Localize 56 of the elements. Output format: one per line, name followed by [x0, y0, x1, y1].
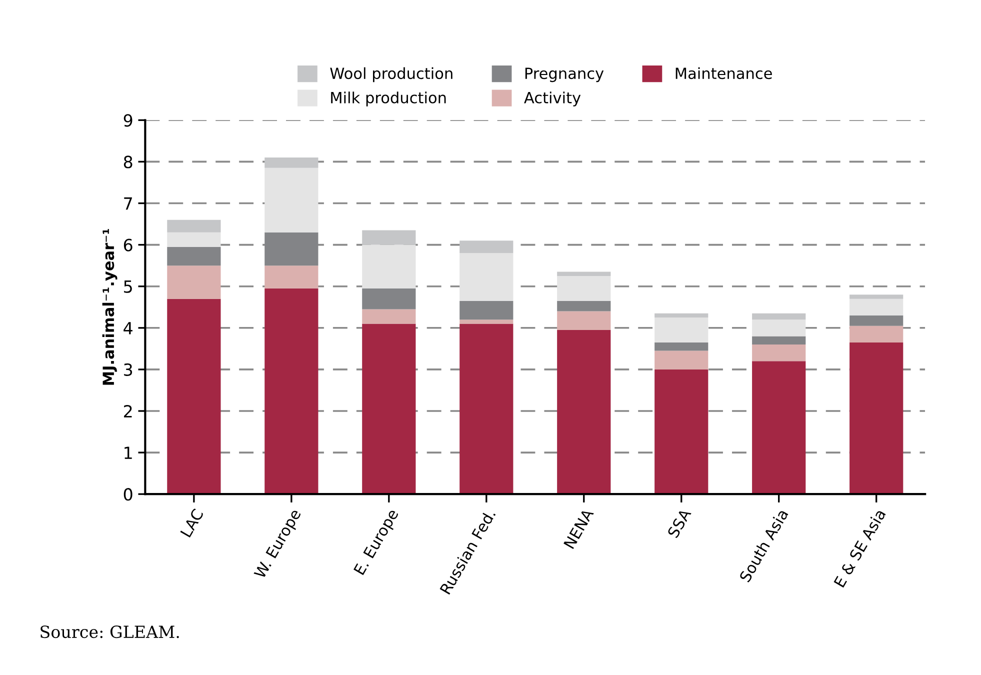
bar	[167, 220, 221, 232]
bar	[752, 344, 806, 362]
bar	[167, 266, 221, 299]
y-tick-label: 6	[124, 238, 132, 252]
bar	[850, 326, 904, 342]
bar	[362, 288, 416, 310]
bar	[654, 350, 708, 370]
bar	[850, 294, 904, 299]
bar	[654, 318, 708, 342]
bar	[460, 240, 514, 254]
bar	[654, 313, 708, 318]
bar	[752, 320, 806, 336]
y-tick-label: 8	[124, 156, 132, 168]
legend-label: Milk production	[331, 92, 446, 106]
bar	[557, 311, 611, 330]
y-tick-label: 5	[124, 280, 132, 293]
y-tick-label: 1	[124, 446, 132, 459]
bar	[850, 315, 904, 326]
y-tick-label: 2	[124, 404, 132, 418]
bar	[460, 253, 514, 301]
bar	[752, 336, 806, 345]
y-tick-label: 3	[124, 363, 132, 376]
legend-label: Maintenance	[676, 67, 772, 80]
bar	[557, 272, 611, 276]
bar	[460, 300, 514, 320]
y-tick-label: 4	[124, 322, 132, 334]
legend-label: Activity	[524, 92, 581, 106]
bar	[264, 158, 318, 168]
bar	[850, 298, 904, 316]
bar	[167, 298, 221, 494]
bar	[654, 342, 708, 351]
bar	[264, 288, 318, 494]
bar	[264, 168, 318, 232]
bar	[850, 342, 904, 494]
bar	[167, 232, 221, 247]
bar	[362, 324, 416, 494]
bar	[752, 313, 806, 320]
y-tick-label: 7	[124, 197, 132, 210]
bar	[752, 361, 806, 494]
bar	[557, 276, 611, 301]
bar	[362, 230, 416, 245]
legend-label: Pregnancy	[525, 68, 604, 82]
bar	[557, 300, 611, 312]
bar	[362, 244, 416, 288]
y-tick-label: 9	[124, 114, 132, 127]
bar	[460, 320, 514, 324]
source-note: Source: GLEAM.	[40, 626, 179, 638]
bar	[167, 246, 221, 266]
bar	[654, 369, 708, 494]
bar	[362, 309, 416, 324]
bar	[460, 324, 514, 494]
y-axis-title: MJ.animal⁻¹.year⁻¹	[102, 228, 118, 385]
legend-label: Wool production	[330, 67, 452, 82]
y-tick-label: 0	[124, 488, 132, 501]
bar	[264, 266, 318, 288]
bar	[557, 330, 611, 494]
